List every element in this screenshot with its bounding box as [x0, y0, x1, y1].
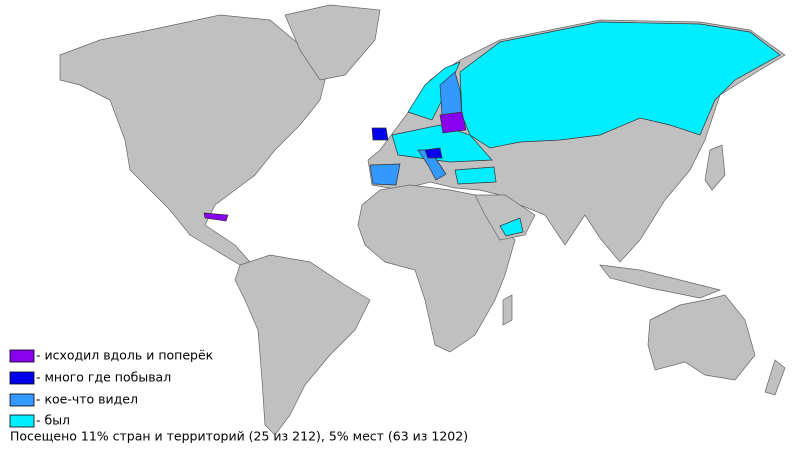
region — [439, 71, 463, 116]
legend-label: - исходил вдоль и поперёк — [36, 348, 214, 363]
legend-swatch — [9, 393, 35, 407]
summary: Посещено 11% стран и территорий (25 из 2… — [10, 429, 468, 444]
legend-label: - кое-что видел — [36, 392, 138, 407]
legend-label: - был — [36, 413, 70, 428]
madagascar — [502, 294, 513, 326]
region — [439, 111, 467, 134]
region — [369, 163, 401, 186]
greenland — [284, 4, 381, 81]
region — [454, 166, 497, 185]
indonesia — [599, 264, 722, 299]
region — [459, 21, 781, 149]
south-america — [234, 254, 371, 436]
region — [371, 127, 389, 141]
legend-label: - много где побывал — [36, 370, 171, 385]
legend: - исходил вдоль и поперёк - много где поб… — [9, 348, 214, 428]
japan — [704, 144, 726, 191]
visited-regions — [203, 21, 781, 237]
legend-swatch — [9, 349, 35, 363]
africa — [357, 184, 516, 353]
new-zealand — [764, 359, 786, 396]
region — [203, 212, 229, 222]
australia — [647, 294, 756, 381]
region — [499, 217, 524, 237]
region — [407, 61, 461, 121]
region — [424, 147, 443, 159]
north-america — [59, 14, 331, 266]
legend-swatch — [9, 414, 35, 428]
legend-swatch — [9, 371, 35, 385]
